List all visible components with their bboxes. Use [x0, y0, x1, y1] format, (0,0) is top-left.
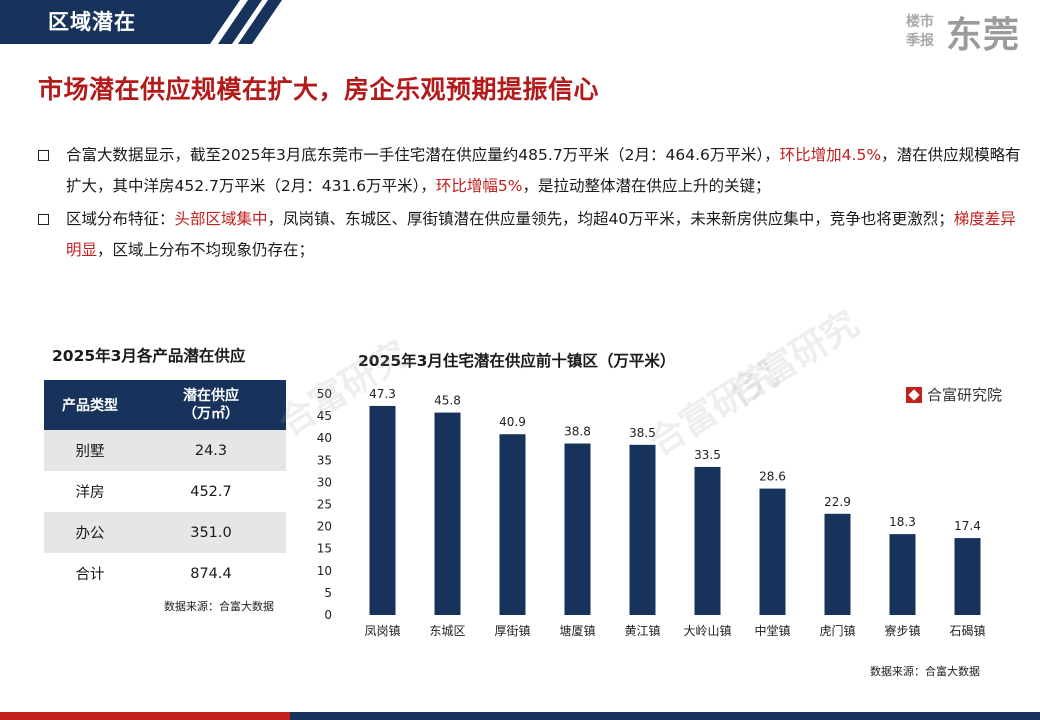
- y-tick-label: 50: [317, 387, 332, 401]
- bullet-text: ，区域上分布不均现象仍存在；: [97, 241, 315, 259]
- y-tick-label: 25: [317, 498, 332, 512]
- data-label: 28.6: [759, 470, 786, 484]
- bar: [954, 538, 981, 615]
- table-row: 别墅 24.3: [44, 430, 286, 471]
- y-tick-label: 40: [317, 431, 332, 445]
- square-bullet-icon: [38, 150, 49, 161]
- data-label: 22.9: [824, 495, 851, 509]
- bullet-text: ，潜在供应规模略有扩大，其中洋房452.7万平米（2月：431.6万平米），: [66, 146, 1021, 195]
- x-category-label: 虎门镇: [819, 623, 855, 638]
- x-category-label: 黄江镇: [624, 624, 660, 638]
- header-product-type: 产品类型: [62, 398, 118, 414]
- y-tick-label: 0: [324, 608, 332, 622]
- y-tick-label: 30: [317, 475, 332, 489]
- x-category-label: 大岭山镇: [683, 624, 731, 638]
- bullet-item: 合富大数据显示，截至2025年3月底东莞市一手住宅潜在供应量约485.7万平米（…: [34, 140, 1024, 202]
- highlight-text: 头部区域集中: [174, 210, 268, 228]
- bullet-text: 合富大数据显示，截至2025年3月底东莞市一手住宅潜在供应量约485.7万平米（…: [66, 146, 780, 164]
- x-category-label: 凤岗镇: [364, 624, 400, 638]
- data-label: 18.3: [889, 515, 916, 529]
- bar-chart: 0 5 10 15 20 25 30 35 40 45 50 47.3 凤岗镇 45.8 东城区 40.9 厚街…: [317, 387, 986, 638]
- chart-source-note: 数据来源：合富大数据: [870, 665, 980, 678]
- table-source-note: 数据来源：合富大数据: [164, 600, 274, 613]
- header-supply-label: 潜在供应: [183, 388, 239, 404]
- x-category-label: 厚街镇: [494, 624, 530, 638]
- brand-logo: 楼市季报 东莞: [900, 6, 1020, 58]
- data-label: 40.9: [499, 415, 526, 429]
- footer-strip: [0, 712, 1040, 720]
- data-label: 47.3: [369, 387, 396, 401]
- y-tick-label: 10: [317, 564, 332, 578]
- table-row: 合计 874.4: [44, 553, 286, 594]
- brand-small-text: 楼市季报: [905, 14, 934, 49]
- y-tick-label: 5: [324, 586, 332, 600]
- bar: [434, 412, 461, 615]
- research-logo: 合富研究院: [906, 384, 1002, 405]
- x-category-label: 中堂镇: [754, 623, 790, 638]
- bullet-item: 区域分布特征：头部区域集中，凤岗镇、东城区、厚街镇潜在供应量领先，均超40万平米…: [34, 204, 1024, 266]
- x-category-label: 东城区: [429, 624, 465, 638]
- data-label: 38.5: [629, 426, 656, 440]
- y-tick-label: 15: [317, 542, 332, 556]
- supply-value-cell: 452.7: [190, 483, 232, 500]
- table-header-row: 产品类型 潜在供应 （万㎡）: [44, 380, 286, 430]
- brand-city-text: 东莞: [945, 15, 1020, 56]
- table-row: 洋房 452.7: [44, 471, 286, 512]
- chart-title: 2025年3月住宅潜在供应前十镇区（万平米）: [358, 352, 676, 370]
- bar: [564, 443, 591, 615]
- square-bullet-icon: [38, 214, 49, 225]
- bullet-text: ，凤岗镇、东城区、厚街镇潜在供应量领先，均超40万平米，未来新房供应集中，竞争也…: [267, 210, 954, 228]
- page-headline: 市场潜在供应规模在扩大，房企乐观预期提振信心: [38, 75, 600, 104]
- bar: [499, 434, 526, 615]
- section-title: 区域潜在: [48, 10, 136, 34]
- data-label: 45.8: [434, 394, 461, 408]
- supply-value-cell: 24.3: [194, 442, 228, 459]
- data-label: 38.8: [564, 425, 591, 439]
- bar: [694, 466, 721, 615]
- bar: [889, 534, 916, 615]
- bullet-text: ，是拉动整体潜在供应上升的关键；: [522, 177, 771, 195]
- bar: [369, 405, 396, 615]
- table-title: 2025年3月各产品潜在供应: [52, 347, 246, 365]
- header-band: [0, 0, 282, 44]
- product-type-cell: 洋房: [75, 485, 105, 501]
- x-category-label: 石碣镇: [949, 624, 985, 638]
- table-row: 办公 351.0: [44, 512, 286, 553]
- y-tick-label: 45: [317, 409, 332, 423]
- product-type-cell: 办公: [75, 526, 105, 542]
- y-tick-label: 35: [317, 453, 332, 467]
- bullet-text: 区域分布特征：: [66, 210, 175, 228]
- research-logo-text: 合富研究院: [927, 386, 1003, 404]
- highlight-text: 环比增加4.5%: [779, 146, 882, 164]
- bar: [629, 444, 656, 615]
- highlight-text: 梯度差异明显: [66, 210, 1016, 259]
- header-potential-supply: 潜在供应 （万㎡）: [136, 387, 286, 423]
- supply-table: 产品类型 潜在供应 （万㎡） 别墅 24.3 洋房 452.7 办公 351.0 合计 874…: [44, 380, 286, 594]
- data-label: 33.5: [694, 448, 721, 462]
- supply-value-cell: 874.4: [190, 565, 232, 582]
- research-logo-icon: [906, 386, 922, 403]
- x-category-label: 塘厦镇: [559, 623, 595, 638]
- x-category-label: 寮步镇: [884, 623, 920, 638]
- bullet-list: 合富大数据显示，截至2025年3月底东莞市一手住宅潜在供应量约485.7万平米（…: [34, 140, 1024, 268]
- supply-value-cell: 351.0: [190, 524, 232, 541]
- product-type-cell: 别墅: [75, 444, 105, 460]
- bar: [759, 488, 786, 615]
- bar: [824, 513, 851, 615]
- y-tick-label: 20: [317, 520, 332, 534]
- product-type-cell: 合计: [75, 567, 105, 583]
- header-supply-unit: （万㎡）: [183, 406, 239, 422]
- highlight-text: 环比增幅5%: [435, 177, 523, 195]
- data-label: 17.4: [954, 519, 981, 533]
